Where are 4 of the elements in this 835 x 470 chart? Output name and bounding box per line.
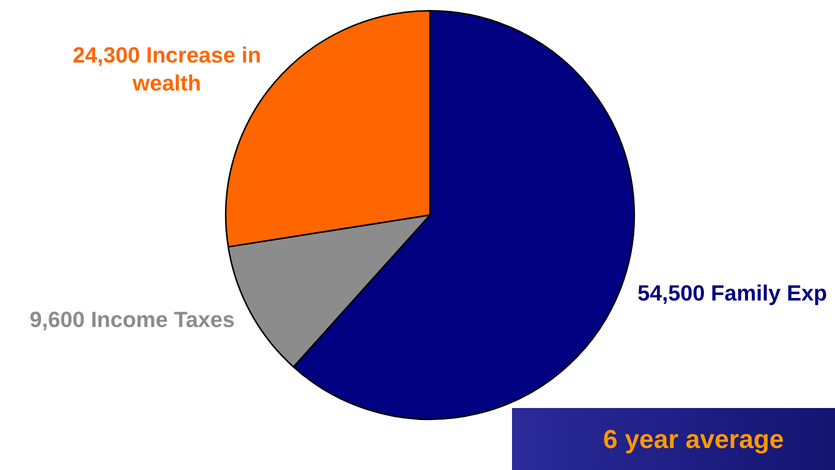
- text: 6 year average: [512, 408, 835, 470]
- slice-label: 9,600 Income Taxes: [30, 307, 235, 332]
- slice-label: 54,500 Family Exp: [638, 280, 828, 306]
- slice-label: 24,300 Increase in wealth: [72, 42, 262, 96]
